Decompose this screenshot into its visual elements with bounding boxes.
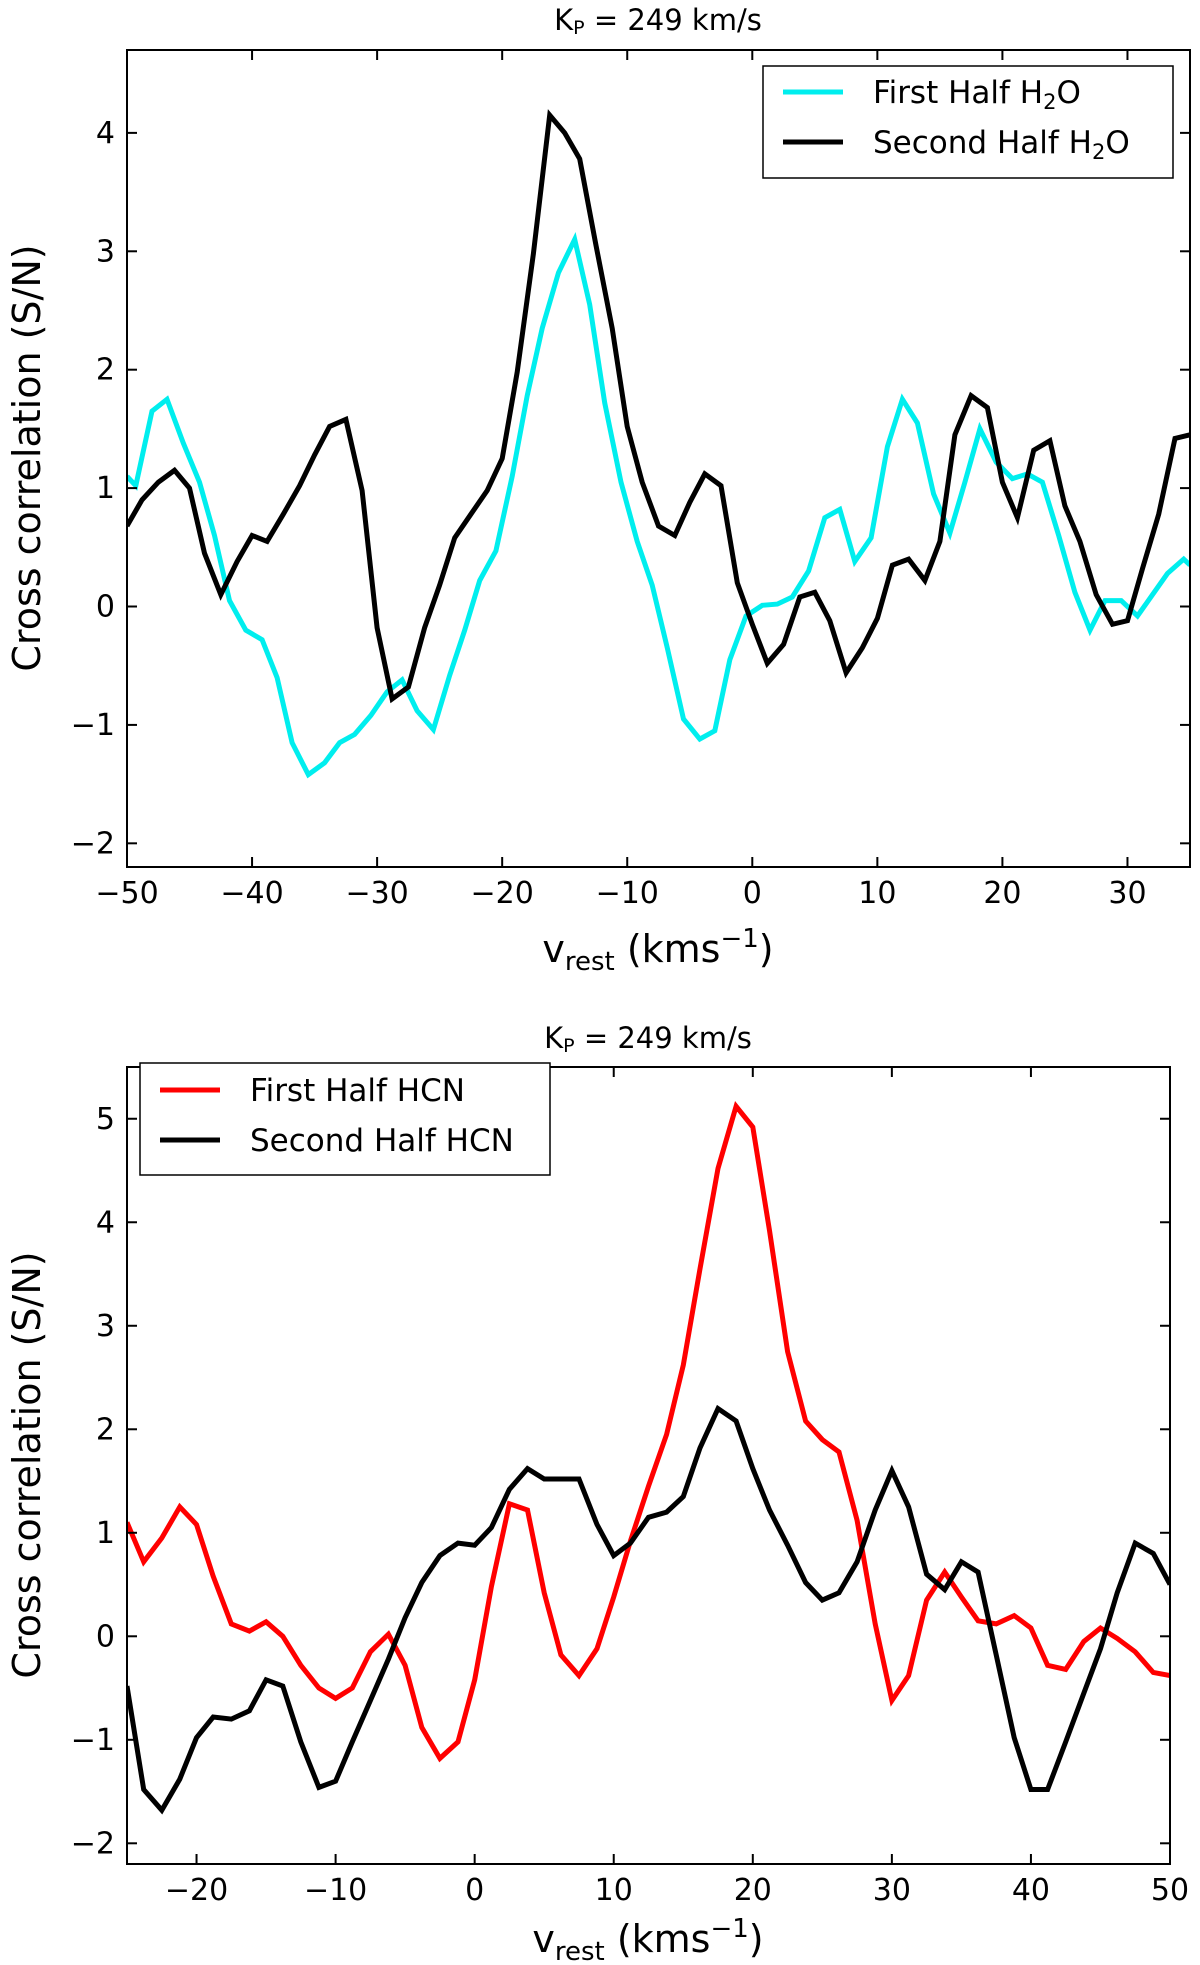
hcn-legend-box	[139, 1062, 551, 1176]
hcn-y-tick-label: 0	[96, 1619, 115, 1654]
h2o-chart-title: KP = 249 km/s	[554, 3, 762, 39]
h2o-y-tick-label: −2	[71, 826, 115, 861]
h2o-x-tick-label: 30	[1108, 876, 1146, 911]
h2o-y-axis-ticks: −2 −1 0 1 2 3 4	[71, 116, 1190, 861]
h2o-y-axis-label: Cross correlation (S/N)	[5, 244, 49, 671]
h2o-y-tick-label: 1	[96, 471, 115, 506]
h2o-plot-frame	[126, 49, 1191, 868]
hcn-y-tick-label: −2	[71, 1826, 115, 1861]
h2o-x-tick-label: −40	[220, 876, 283, 911]
hcn-plot-frame	[126, 1066, 1171, 1865]
hcn-series-layer	[127, 1101, 1170, 1815]
h2o-x-tick-label: −10	[596, 876, 659, 911]
hcn-x-tick-label: 0	[465, 1873, 484, 1908]
series-line-second-half-hcn	[127, 1404, 1170, 1815]
h2o-x-tick-label: 0	[743, 876, 762, 911]
h2o-x-axis-label: vrest (kms−1)	[542, 924, 773, 977]
h2o-y-tick-label: 4	[96, 116, 115, 151]
hcn-x-tick-label: 40	[1012, 1873, 1050, 1908]
hcn-y-axis-label: Cross correlation (S/N)	[5, 1251, 49, 1678]
h2o-x-tick-label: −20	[471, 876, 534, 911]
hcn-y-tick-label: 2	[96, 1412, 115, 1447]
hcn-x-tick-label: 50	[1151, 1873, 1189, 1908]
series-line-first-half-hcn	[127, 1101, 1170, 1763]
h2o-legend-box	[762, 65, 1174, 179]
hcn-x-tick-label: 30	[873, 1873, 911, 1908]
hcn-y-tick-label: −1	[71, 1723, 115, 1758]
hcn-x-tick-label: −20	[165, 1873, 228, 1908]
h2o-x-axis-ticks: −50 −40 −30 −20 −10 0 10 20 30	[95, 50, 1147, 911]
hcn-x-tick-label: −10	[304, 1873, 367, 1908]
legend-label-second-half-h2o: Second Half H2O	[873, 125, 1130, 164]
h2o-legend: First Half H2O Second Half H2O	[762, 65, 1174, 179]
h2o-x-tick-label: −50	[95, 876, 158, 911]
h2o-y-tick-label: 3	[96, 234, 115, 269]
h2o-y-tick-label: −1	[71, 708, 115, 743]
hcn-chart-panel: KP = 249 km/s −20 −10 0 10 20 30 40 50 −2−10123…	[5, 1021, 1189, 1965]
series-line-first-half-h2o	[127, 231, 1190, 779]
legend-label-second-half-hcn: Second Half HCN	[250, 1123, 514, 1159]
h2o-x-tick-label: −30	[345, 876, 408, 911]
hcn-legend: First Half HCN Second Half HCN	[139, 1062, 551, 1176]
hcn-x-tick-label: 10	[595, 1873, 633, 1908]
hcn-x-axis-ticks: −20 −10 0 10 20 30 40 50	[165, 1067, 1189, 1908]
h2o-x-tick-label: 20	[983, 876, 1021, 911]
hcn-chart-title: KP = 249 km/s	[544, 1021, 752, 1057]
h2o-y-tick-label: 0	[96, 590, 115, 625]
h2o-series-layer	[127, 109, 1190, 779]
hcn-y-tick-label: 4	[96, 1205, 115, 1240]
hcn-y-tick-label: 5	[96, 1102, 115, 1137]
legend-label-first-half-h2o: First Half H2O	[873, 75, 1081, 114]
h2o-y-tick-label: 2	[96, 353, 115, 388]
hcn-x-tick-label: 20	[734, 1873, 772, 1908]
hcn-y-tick-label: 1	[96, 1516, 115, 1551]
hcn-y-axis-ticks: −2 −1 0 1 2 3 4 5	[71, 1102, 1170, 1861]
legend-label-first-half-hcn: First Half HCN	[250, 1073, 465, 1109]
hcn-y-tick-label: 3	[96, 1309, 115, 1344]
hcn-x-axis-label: vrest (kms−1)	[532, 1914, 763, 1965]
h2o-x-tick-label: 10	[858, 876, 896, 911]
series-line-second-half-h2o	[127, 109, 1190, 704]
h2o-chart-panel: KP = 249 km/s −50 −40 −30 −20 −10 0 10 20 30 −2−…	[5, 3, 1191, 977]
